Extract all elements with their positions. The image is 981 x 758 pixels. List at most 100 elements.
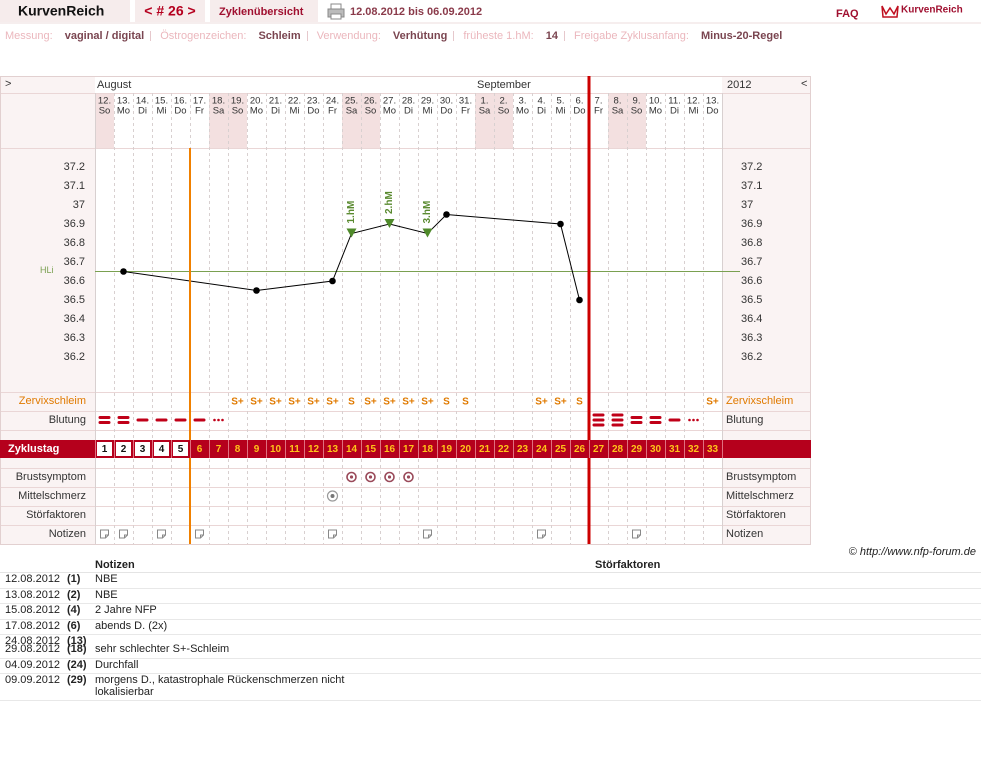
note-text: 2 Jahre NFP — [95, 604, 157, 616]
day-weekday: So — [498, 106, 510, 117]
cycle-day: 27 — [593, 444, 605, 455]
cycle-day: 18 — [422, 444, 434, 455]
mucus-symbol: S+ — [383, 397, 396, 408]
day-weekday: Mo — [117, 106, 130, 117]
note-day: (1) — [67, 573, 81, 585]
cycle-day: 16 — [384, 444, 396, 455]
cycle-day: 24 — [536, 444, 548, 455]
day-date: 20. — [250, 96, 263, 107]
bleeding-dash — [136, 418, 149, 422]
day-date: 14. — [136, 96, 149, 107]
table-rule — [0, 587, 981, 589]
day-weekday: Sa — [612, 106, 624, 117]
day-date: 26. — [364, 96, 377, 107]
day-date: 30. — [440, 96, 453, 107]
day-weekday: So — [232, 106, 244, 117]
mucus-symbol: S+ — [326, 397, 339, 408]
bleeding-dash — [611, 413, 624, 417]
day-weekday: Fr — [328, 106, 337, 117]
day-weekday: Sa — [479, 106, 491, 117]
cycle-nav[interactable]: < # 26 > — [144, 3, 195, 19]
cycle-day: 5 — [178, 444, 184, 455]
note-icon[interactable] — [119, 529, 128, 539]
day-weekday: Fr — [195, 106, 204, 117]
note-icon[interactable] — [328, 529, 337, 539]
setting-label: Freigabe Zyklusanfang: — [574, 30, 689, 42]
day-weekday: Di — [404, 106, 413, 117]
day-date: 7. — [595, 96, 603, 107]
logo-icon — [881, 5, 899, 18]
cycle-day: 3 — [140, 444, 146, 455]
dot — [406, 475, 411, 479]
table-rule — [0, 603, 981, 604]
row-label: Blutung — [726, 414, 763, 426]
cell-bg — [154, 442, 169, 456]
note-text: NBE — [95, 588, 118, 601]
bleeding-dot — [696, 418, 699, 422]
nav-left[interactable]: > — [5, 78, 11, 90]
note-icon[interactable] — [195, 529, 204, 539]
note-icon[interactable] — [100, 529, 109, 539]
note-text: Durchfall — [95, 658, 139, 671]
copyright: © http://www.nfp-forum.de — [849, 546, 976, 558]
overview-tab[interactable]: Zyklenübersicht — [219, 6, 304, 18]
table-rule — [0, 673, 981, 674]
mucus-symbol: S+ — [535, 397, 548, 408]
note-icon[interactable] — [423, 529, 432, 539]
breast-symptom — [384, 471, 395, 483]
day-date: 8. — [614, 96, 622, 107]
cycle-day: 19 — [441, 444, 453, 455]
cycle-day: 8 — [235, 444, 241, 455]
row-label: Störfaktoren — [26, 509, 86, 521]
day-date: 1. — [481, 96, 489, 107]
day-weekday: Mi — [688, 106, 698, 117]
day-date: 12. — [98, 96, 111, 107]
date-range: 12.08.2012 bis 06.09.2012 — [350, 6, 482, 18]
cycle-day: 10 — [270, 444, 282, 455]
note-date: 09.09.2012 — [5, 674, 61, 686]
day-date: 10. — [649, 96, 662, 107]
day-weekday: Mo — [516, 106, 529, 117]
y-tick-label: 36.6 — [741, 275, 762, 287]
row-label: Mittelschmerz — [18, 490, 86, 502]
bleeding-dash — [611, 423, 624, 427]
bleeding-dot — [217, 418, 220, 422]
temperature-point — [557, 220, 564, 228]
coverline-label: HLi — [40, 265, 54, 275]
day-date: 19. — [231, 96, 244, 107]
note-icon[interactable] — [632, 529, 641, 539]
cycle-day: 25 — [555, 444, 567, 455]
bleeding-dash — [592, 413, 605, 417]
day-date: 28. — [402, 96, 415, 107]
setting-value: Verhütung — [392, 30, 448, 42]
bleeding-dash — [155, 418, 168, 422]
note-icon[interactable] — [157, 529, 166, 539]
tab-box[interactable] — [210, 0, 318, 22]
row-label: Zervixschleim — [19, 395, 86, 407]
day-weekday: Do — [573, 106, 585, 117]
temperature-point — [253, 287, 260, 294]
day-weekday: Sa — [213, 106, 225, 117]
row-label: Zyklustag — [8, 443, 59, 455]
mucus-symbol: S — [576, 397, 583, 408]
hm-label: 2.hM — [384, 191, 395, 214]
print-icon[interactable] — [327, 3, 345, 20]
note-text: sehr schlechter S+-Schleim — [95, 643, 230, 655]
day-date: 15. — [155, 96, 168, 107]
bleeding-dash — [193, 418, 206, 422]
faq-link[interactable]: FAQ — [836, 8, 859, 20]
day-weekday: Mo — [250, 106, 263, 117]
setting-value: Schleim — [258, 30, 301, 42]
note-icon[interactable] — [537, 529, 546, 539]
mucus-symbol: S+ — [250, 397, 263, 408]
mucus-symbol: S+ — [402, 397, 415, 408]
setting-value: vaginal / digital — [64, 30, 145, 42]
day-date: 3. — [519, 96, 527, 107]
cycle-day: 32 — [688, 444, 700, 455]
note-date: 04.09.2012 — [5, 658, 61, 671]
nav-box[interactable] — [135, 0, 205, 22]
setting-label: Östrogenzeichen: — [160, 30, 247, 42]
nav-right[interactable]: < — [801, 78, 807, 90]
note-date: 13.08.2012 — [5, 588, 61, 601]
day-date: 17. — [193, 96, 206, 107]
